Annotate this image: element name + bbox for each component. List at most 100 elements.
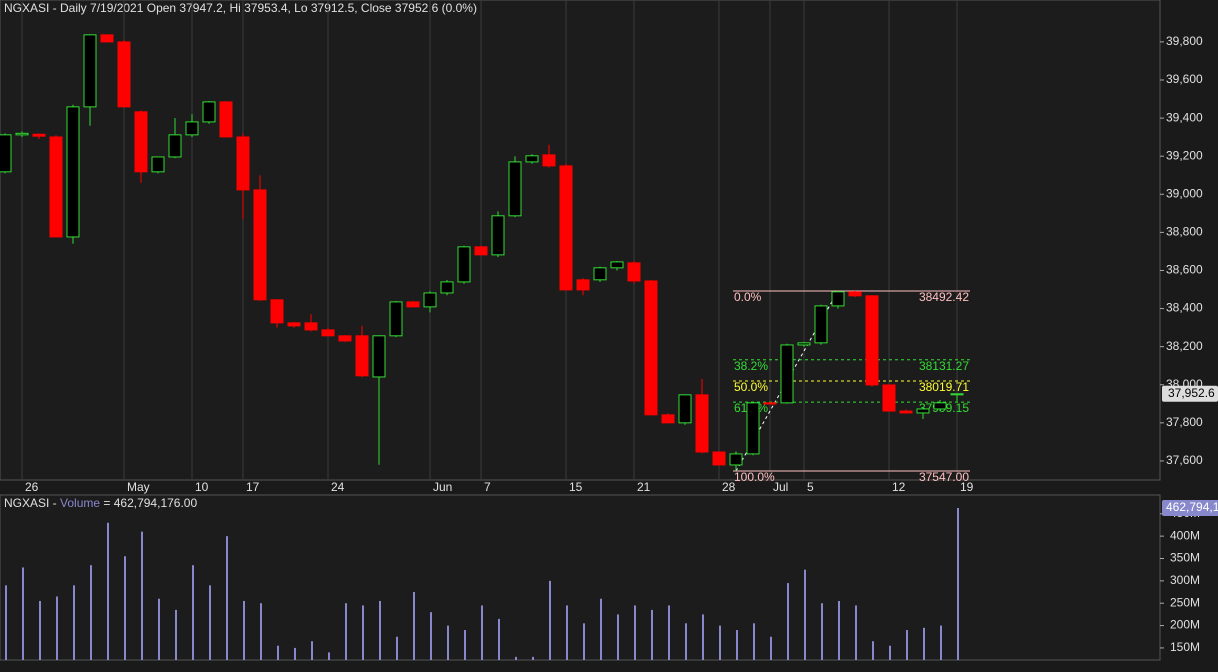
candle-body xyxy=(236,136,250,191)
last-price-label: 37,952.6 xyxy=(1168,386,1215,400)
x-tick-label: 24 xyxy=(331,480,345,494)
y-tick-label: 400M xyxy=(1170,528,1200,542)
x-tick-label: May xyxy=(127,480,150,494)
fib-percent: 0.0% xyxy=(734,290,762,304)
candle-body xyxy=(83,34,97,108)
x-tick-label: 28 xyxy=(722,480,736,494)
y-tick-label: 37,800 xyxy=(1166,415,1203,429)
candle-body xyxy=(831,291,845,307)
candle-body xyxy=(678,394,692,424)
y-tick-label: 38,600 xyxy=(1166,263,1203,277)
x-tick-label: 17 xyxy=(246,480,260,494)
y-tick-label: 39,000 xyxy=(1166,186,1203,200)
candle-body xyxy=(576,279,590,291)
x-tick-label: 12 xyxy=(892,480,906,494)
y-tick-label: 39,400 xyxy=(1166,110,1203,124)
candle-body xyxy=(746,402,760,455)
candle-body xyxy=(695,394,709,453)
candle-body xyxy=(712,451,726,466)
y-tick-label: 38,400 xyxy=(1166,301,1203,315)
candle-body xyxy=(933,402,947,410)
y-tick-label: 350M xyxy=(1170,551,1200,565)
candle-body xyxy=(508,161,522,217)
y-tick-label: 200M xyxy=(1170,618,1200,632)
candle-body xyxy=(134,111,148,173)
candle-body xyxy=(202,101,216,123)
candle-body xyxy=(644,280,658,416)
candle-body xyxy=(287,322,301,327)
candle-body xyxy=(253,189,267,301)
candle-body xyxy=(151,156,165,173)
y-tick-label: 38,200 xyxy=(1166,339,1203,353)
last-price-marker xyxy=(1162,385,1218,402)
volume-title-prefix: NGXASI - xyxy=(4,496,60,510)
y-tick-label: 250M xyxy=(1170,595,1200,609)
fib-value: 38492.42 xyxy=(919,290,969,304)
y-tick-label: 300M xyxy=(1170,573,1200,587)
candle-body xyxy=(185,121,199,136)
candle-body xyxy=(355,335,369,377)
candle-body xyxy=(865,295,879,386)
candle-body xyxy=(168,134,182,158)
candle-body xyxy=(66,106,80,238)
candle-body xyxy=(100,34,114,43)
candle-body xyxy=(406,301,420,308)
fib-percent: 38.2% xyxy=(734,359,768,373)
volume-marker-label: 462,794,176 xyxy=(1166,500,1218,514)
candle-body xyxy=(780,344,794,404)
y-tick-label: 39,800 xyxy=(1166,34,1203,48)
x-tick-label: 21 xyxy=(637,480,651,494)
candle-body xyxy=(321,329,335,337)
candle-body xyxy=(661,414,675,424)
price-panel xyxy=(0,0,1161,481)
candle-body xyxy=(610,261,624,269)
fib-percent: 100.0% xyxy=(734,470,775,484)
fib-value: 37547.00 xyxy=(919,470,969,484)
candle-body xyxy=(729,453,743,466)
x-tick-label: 15 xyxy=(569,480,583,494)
candle-body xyxy=(797,342,811,346)
candle-body xyxy=(270,299,284,324)
candle-body xyxy=(474,246,488,256)
candle-body xyxy=(950,393,964,396)
x-tick-label: Jul xyxy=(773,480,788,494)
candle-body xyxy=(814,305,828,344)
candle-body xyxy=(848,291,862,297)
volume-panel xyxy=(0,494,1161,661)
y-tick-label: 39,600 xyxy=(1166,72,1203,86)
chart-title: NGXASI - Daily 7/19/2021 Open 37947.2, H… xyxy=(4,1,477,15)
candle-body xyxy=(457,246,471,283)
candle-body xyxy=(389,301,403,337)
candle-body xyxy=(627,262,641,282)
candle-body xyxy=(423,292,437,308)
fib-value: 38131.27 xyxy=(919,359,969,373)
candle-body xyxy=(0,134,12,173)
x-tick-label: Jun xyxy=(433,480,452,494)
x-tick-label: 10 xyxy=(195,480,209,494)
candle-body xyxy=(882,384,896,412)
candle-body xyxy=(219,101,233,138)
x-tick-label: 26 xyxy=(25,480,39,494)
candle-body xyxy=(593,267,607,281)
candle-body xyxy=(916,408,930,414)
x-tick-label: 5 xyxy=(807,480,814,494)
y-tick-label: 39,200 xyxy=(1166,148,1203,162)
candle-body xyxy=(372,335,386,378)
candle-body xyxy=(525,155,539,163)
candle-body xyxy=(117,41,131,108)
volume-marker xyxy=(1162,500,1218,517)
candle-body xyxy=(491,215,505,256)
x-tick-label: 19 xyxy=(960,480,974,494)
candle-body xyxy=(559,165,573,291)
candle-body xyxy=(15,132,29,136)
candle-body xyxy=(899,410,913,414)
x-tick-label: 7 xyxy=(484,480,491,494)
candle-body xyxy=(304,322,318,331)
candle-body xyxy=(32,133,46,137)
fib-value: 38019.71 xyxy=(919,380,969,394)
volume-title-value: = 462,794,176.00 xyxy=(103,496,197,510)
volume-title-name: Volume xyxy=(60,496,100,510)
candle-body xyxy=(49,136,63,238)
volume-title: NGXASI - Volume = 462,794,176.00 xyxy=(4,496,197,510)
